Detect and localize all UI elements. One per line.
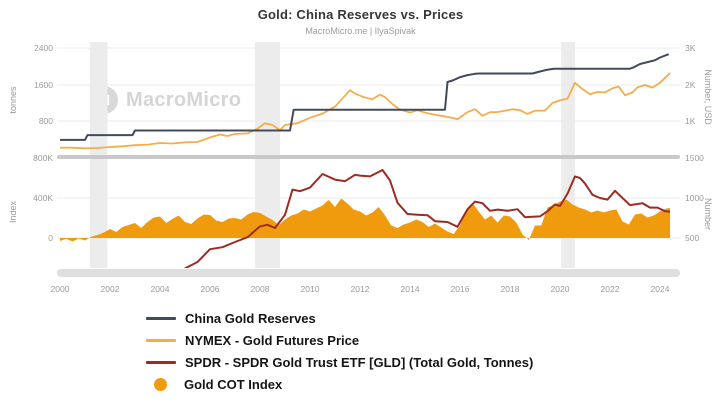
legend-label: Gold COT Index [184, 376, 283, 392]
y-axis-title-number-usd: Number, USD [703, 69, 713, 125]
line-swatch-icon [146, 316, 176, 320]
x-axis-tick-label: 2020 [550, 284, 570, 294]
y-axis-title-tonnes: tonnes [8, 86, 18, 114]
line-swatch-icon [146, 360, 176, 364]
x-axis-tick-label: 2022 [600, 284, 620, 294]
series-line [60, 53, 670, 141]
y-axis-tick-label: 800K [33, 153, 53, 163]
x-axis-tick-label: 2010 [300, 284, 320, 294]
legend-item-spdr-gold-trust-etf[interactable]: SPDR - SPDR Gold Trust ETF [GLD] (Total … [146, 351, 533, 373]
x-axis-tick-label: 2000 [50, 284, 70, 294]
x-axis-tick-label: 2006 [200, 284, 220, 294]
y-axis-title-index: Index [8, 200, 18, 224]
circle-swatch-icon [154, 377, 167, 391]
y-axis-tick-label: 1000 [685, 193, 704, 203]
x-axis-tick-label: 2018 [500, 284, 520, 294]
y-axis-tick-label: 1K [685, 116, 696, 127]
line-swatch-icon [146, 338, 176, 342]
y-axis-tick-label: 2400 [34, 43, 53, 53]
y-axis-tick-label: 0 [48, 233, 53, 243]
y-axis-tick-label: 1600 [34, 79, 53, 90]
y-axis-tick-label: 800 [38, 116, 53, 127]
y-axis-tick-label: 1500 [685, 153, 704, 163]
legend-label: SPDR - SPDR Gold Trust ETF [GLD] (Total … [185, 354, 534, 370]
legend-label: China Gold Reserves [185, 310, 316, 326]
panel-separator-bar [57, 155, 680, 159]
chart-subtitle: MacroMicro.me | IlyaSpivak [305, 26, 416, 36]
legend-label: NYMEX - Gold Futures Price [185, 332, 360, 348]
legend-item-nymex-gold-futures-price[interactable]: NYMEX - Gold Futures Price [146, 329, 533, 351]
y-axis-title-number: Number [703, 197, 713, 231]
chart-plot-area[interactable] [0, 0, 721, 300]
x-axis-tick-label: 2014 [400, 284, 420, 294]
y-axis-tick-label: 500 [685, 233, 700, 243]
legend: China Gold Reserves NYMEX - Gold Futures… [146, 307, 533, 395]
x-axis-tick-label: 2012 [350, 284, 370, 294]
x-axis-tick-label: 2024 [650, 284, 670, 294]
legend-item-china-gold-reserves[interactable]: China Gold Reserves [146, 307, 533, 329]
y-axis-tick-label: 400K [33, 193, 53, 203]
series-area [60, 198, 670, 242]
x-axis-tick-label: 2002 [100, 284, 120, 294]
legend-item-gold-cot-index[interactable]: Gold COT Index [146, 373, 533, 395]
y-axis-tick-label: 3K [685, 43, 696, 53]
chart-title: Gold: China Reserves vs. Prices [257, 7, 464, 22]
series-line [184, 169, 671, 268]
chart-scrollbar[interactable] [57, 269, 680, 277]
series-line [59, 72, 671, 150]
x-axis-tick-label: 2016 [450, 284, 470, 294]
x-axis-tick-label: 2008 [250, 284, 270, 294]
macromicro-watermark-text: MacroMicro [126, 88, 242, 111]
x-axis-tick-label: 2004 [150, 284, 170, 294]
y-axis-tick-label: 2K [685, 79, 696, 90]
